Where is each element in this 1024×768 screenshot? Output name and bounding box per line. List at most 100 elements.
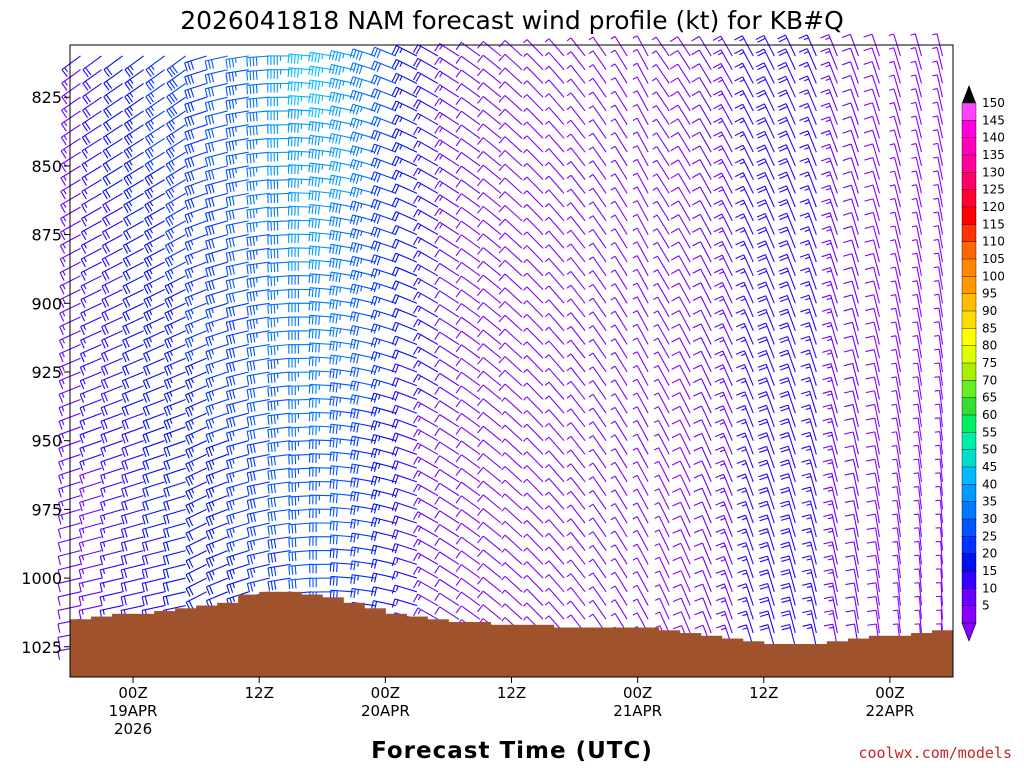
barb-feather bbox=[332, 562, 335, 572]
barb-feather bbox=[246, 99, 249, 109]
barb-feather bbox=[101, 299, 107, 308]
barb-half-feather bbox=[211, 390, 215, 396]
barb-feather bbox=[267, 249, 269, 259]
wind-barb bbox=[288, 440, 312, 451]
barb-staff bbox=[142, 453, 165, 463]
barb-feather bbox=[249, 458, 253, 468]
barb-staff bbox=[395, 294, 418, 304]
barb-feather bbox=[252, 195, 255, 205]
wind-barb bbox=[501, 411, 523, 428]
barb-staff bbox=[439, 345, 460, 359]
barb-feather bbox=[391, 142, 397, 151]
barb-feather bbox=[124, 501, 128, 511]
barb-feather bbox=[78, 542, 83, 552]
barb-feather bbox=[290, 137, 293, 147]
barb-staff bbox=[395, 128, 418, 139]
wind-barb bbox=[350, 477, 375, 488]
barb-feather bbox=[167, 325, 172, 334]
wind-barb bbox=[391, 446, 418, 457]
barb-staff bbox=[331, 257, 354, 263]
barb-half-feather bbox=[544, 93, 550, 98]
barb-feather bbox=[105, 94, 112, 103]
barb-feather bbox=[352, 160, 357, 170]
barb-staff bbox=[82, 110, 102, 125]
barb-feather bbox=[232, 375, 236, 385]
barb-staff bbox=[79, 467, 102, 476]
wind-barb bbox=[370, 102, 397, 114]
barb-feather bbox=[311, 329, 314, 339]
barb-staff bbox=[288, 178, 312, 181]
wind-barb bbox=[412, 85, 439, 98]
barb-feather bbox=[167, 338, 172, 348]
barb-staff bbox=[185, 508, 207, 520]
barb-staff bbox=[310, 51, 333, 57]
barb-half-feather bbox=[378, 367, 381, 373]
wind-barb bbox=[163, 467, 186, 485]
barb-half-feather bbox=[190, 281, 194, 287]
barb-feather bbox=[61, 109, 68, 118]
barb-half-feather bbox=[129, 92, 134, 98]
barb-feather bbox=[370, 365, 375, 375]
barb-feather bbox=[121, 434, 126, 444]
wind-barb bbox=[267, 69, 291, 79]
barb-feather bbox=[145, 528, 149, 538]
wind-barb bbox=[145, 69, 165, 91]
barb-feather bbox=[308, 287, 311, 297]
barb-feather bbox=[252, 471, 256, 481]
barb-staff bbox=[439, 249, 460, 263]
barb-half-feather bbox=[501, 507, 506, 512]
barb-feather bbox=[328, 161, 332, 171]
barb-staff bbox=[267, 536, 291, 541]
wind-barb bbox=[144, 124, 165, 146]
wind-barb bbox=[164, 330, 186, 349]
wind-barb bbox=[79, 357, 102, 376]
wind-barb bbox=[308, 107, 333, 119]
barb-half-feather bbox=[103, 474, 106, 480]
barb-feather bbox=[314, 205, 317, 215]
wind-barb bbox=[412, 222, 439, 236]
barb-staff bbox=[570, 161, 586, 180]
barb-feather bbox=[290, 54, 293, 64]
wind-barb bbox=[498, 95, 523, 112]
barb-half-feather bbox=[61, 474, 64, 480]
barb-feather bbox=[211, 156, 215, 166]
barb-staff bbox=[267, 330, 291, 334]
barb-feather bbox=[288, 510, 290, 520]
barb-feather bbox=[434, 221, 441, 231]
barb-feather bbox=[187, 199, 192, 209]
barb-feather bbox=[338, 163, 342, 173]
wind-barb bbox=[308, 259, 333, 270]
barb-feather bbox=[225, 322, 229, 332]
barb-half-feather bbox=[82, 460, 85, 466]
barb-feather bbox=[229, 445, 233, 455]
barb-staff bbox=[461, 248, 481, 263]
wind-barb bbox=[610, 310, 628, 332]
barb-staff bbox=[461, 193, 481, 208]
barb-feather bbox=[349, 367, 353, 377]
wind-barb bbox=[329, 520, 354, 531]
barb-staff bbox=[185, 330, 207, 341]
barb-staff bbox=[288, 191, 312, 194]
barb-staff bbox=[417, 346, 439, 359]
barb-staff bbox=[395, 363, 418, 373]
wind-barb bbox=[267, 563, 291, 577]
barb-feather bbox=[294, 551, 297, 561]
wind-barb bbox=[434, 510, 460, 524]
wind-barb bbox=[477, 576, 502, 593]
barb-staff bbox=[101, 357, 123, 368]
barb-half-feather bbox=[417, 595, 422, 601]
barb-feather bbox=[246, 209, 249, 219]
barb-feather bbox=[124, 487, 128, 497]
barb-staff bbox=[548, 409, 565, 428]
barb-half-feather bbox=[378, 422, 381, 428]
wind-barb bbox=[610, 49, 628, 71]
wind-barb bbox=[225, 179, 249, 193]
barb-feather bbox=[412, 332, 419, 342]
barb-half-feather bbox=[523, 355, 528, 360]
barb-feather bbox=[332, 521, 335, 531]
barb-staff bbox=[122, 385, 144, 395]
barb-feather bbox=[168, 121, 175, 130]
barb-half-feather bbox=[378, 477, 381, 483]
barb-half-feather bbox=[566, 325, 572, 330]
barb-staff bbox=[439, 56, 460, 71]
